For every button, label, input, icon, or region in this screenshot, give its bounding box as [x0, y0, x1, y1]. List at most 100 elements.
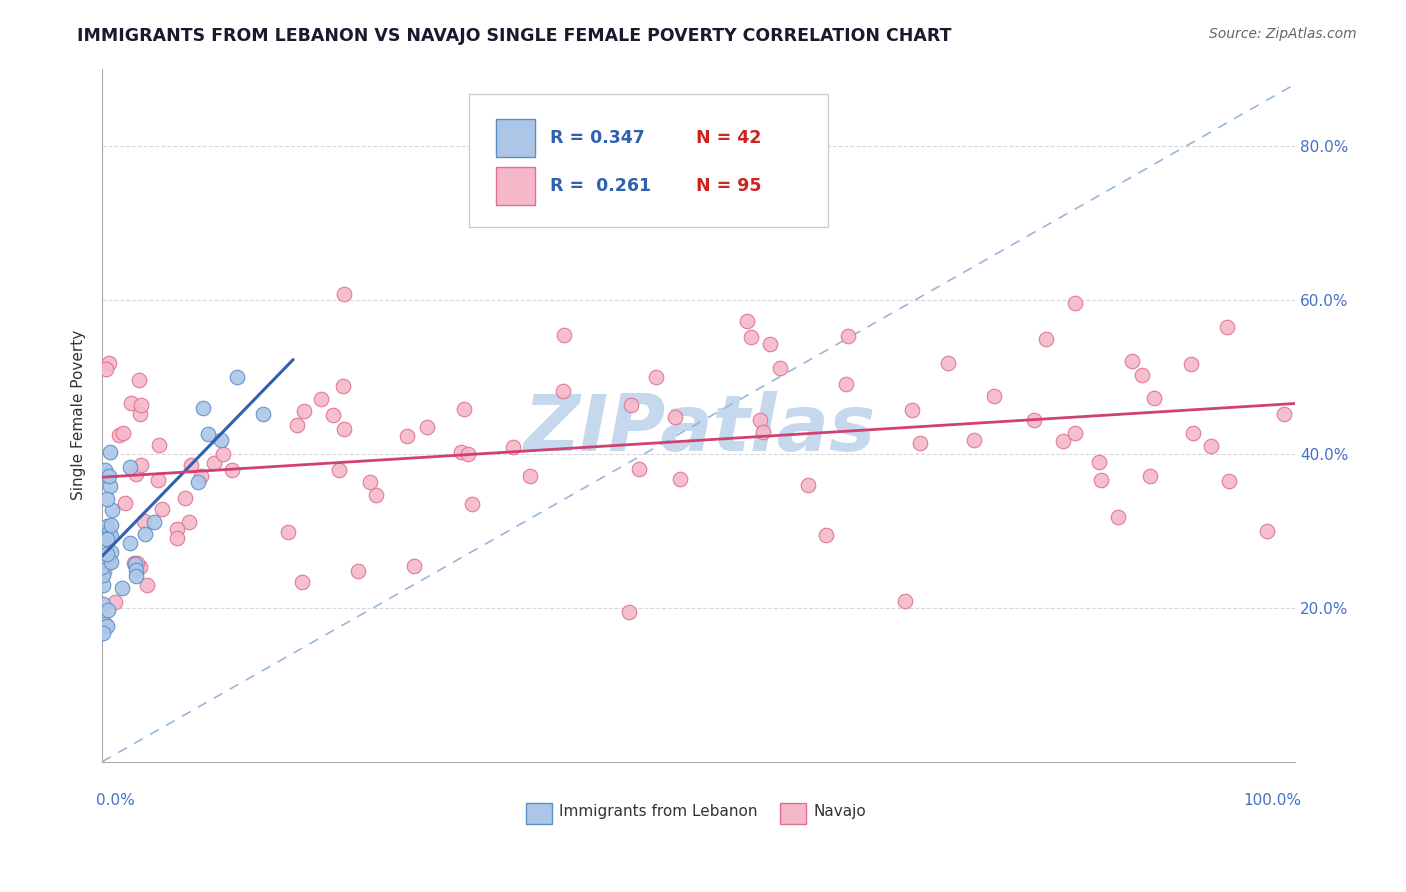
FancyBboxPatch shape	[780, 804, 806, 824]
Point	[502, 440, 524, 454]
Point	[111, 581, 134, 595]
Point	[100, 503, 122, 517]
Point	[740, 330, 762, 344]
Point	[402, 558, 425, 573]
Point	[1216, 319, 1239, 334]
Point	[366, 488, 388, 502]
Point	[837, 328, 859, 343]
Point	[122, 557, 145, 571]
Point	[191, 401, 214, 416]
Point	[128, 373, 150, 387]
Point	[900, 403, 922, 417]
Point	[97, 524, 120, 539]
Point	[91, 597, 114, 611]
Text: 0.0%: 0.0%	[96, 793, 135, 808]
Point	[177, 515, 200, 529]
FancyBboxPatch shape	[496, 119, 536, 157]
Point	[797, 477, 820, 491]
Point	[94, 533, 117, 547]
Point	[735, 314, 758, 328]
Point	[894, 594, 917, 608]
Point	[100, 545, 122, 559]
Point	[1130, 368, 1153, 383]
Point	[125, 563, 148, 577]
Point	[1182, 425, 1205, 440]
Point	[1180, 357, 1202, 371]
Point	[94, 463, 117, 477]
Point	[628, 462, 651, 476]
Point	[221, 463, 243, 477]
Point	[553, 328, 575, 343]
Point	[131, 398, 153, 412]
Text: R = 0.347: R = 0.347	[550, 128, 644, 147]
Point	[1256, 524, 1278, 538]
Point	[104, 595, 127, 609]
Point	[187, 475, 209, 490]
Point	[166, 531, 188, 545]
Point	[120, 459, 142, 474]
Point	[226, 370, 249, 384]
Point	[453, 401, 475, 416]
Point	[1088, 454, 1111, 468]
Point	[125, 467, 148, 482]
Point	[1022, 413, 1045, 427]
Point	[148, 438, 170, 452]
Point	[150, 502, 173, 516]
Point	[450, 445, 472, 459]
Point	[93, 565, 115, 579]
Point	[461, 497, 484, 511]
Point	[100, 555, 122, 569]
Point	[1064, 426, 1087, 441]
Point	[1272, 407, 1295, 421]
Point	[96, 549, 118, 564]
Point	[815, 528, 838, 542]
Point	[166, 522, 188, 536]
Point	[769, 360, 792, 375]
Point	[395, 429, 418, 443]
Point	[1052, 434, 1074, 449]
Point	[91, 578, 114, 592]
Point	[209, 433, 232, 447]
Point	[124, 557, 146, 571]
Point	[96, 518, 118, 533]
Point	[346, 564, 368, 578]
Point	[332, 286, 354, 301]
Point	[136, 577, 159, 591]
Point	[1121, 354, 1143, 368]
Point	[202, 456, 225, 470]
Point	[98, 356, 121, 370]
Point	[252, 408, 274, 422]
Point	[91, 559, 114, 574]
Point	[277, 524, 299, 539]
Point	[190, 468, 212, 483]
Point	[519, 468, 541, 483]
Point	[91, 568, 114, 582]
Point	[553, 384, 575, 399]
Text: IMMIGRANTS FROM LEBANON VS NAVAJO SINGLE FEMALE POVERTY CORRELATION CHART: IMMIGRANTS FROM LEBANON VS NAVAJO SINGLE…	[77, 27, 952, 45]
Point	[1139, 468, 1161, 483]
Point	[114, 496, 136, 510]
Point	[1090, 473, 1112, 487]
Point	[1143, 391, 1166, 405]
Y-axis label: Single Female Poverty: Single Female Poverty	[72, 330, 86, 500]
Point	[415, 420, 437, 434]
Point	[983, 389, 1005, 403]
Point	[129, 408, 152, 422]
Point	[1107, 510, 1129, 524]
Point	[359, 475, 381, 490]
Point	[173, 491, 195, 505]
Point	[963, 433, 986, 447]
Point	[936, 356, 959, 370]
Point	[142, 516, 165, 530]
Point	[94, 362, 117, 376]
Point	[120, 396, 142, 410]
Point	[669, 472, 692, 486]
Point	[96, 533, 118, 547]
Text: Source: ZipAtlas.com: Source: ZipAtlas.com	[1209, 27, 1357, 41]
Point	[333, 421, 356, 435]
Point	[332, 379, 354, 393]
Point	[322, 408, 344, 422]
Point	[749, 412, 772, 426]
Point	[644, 369, 666, 384]
FancyBboxPatch shape	[468, 95, 828, 227]
